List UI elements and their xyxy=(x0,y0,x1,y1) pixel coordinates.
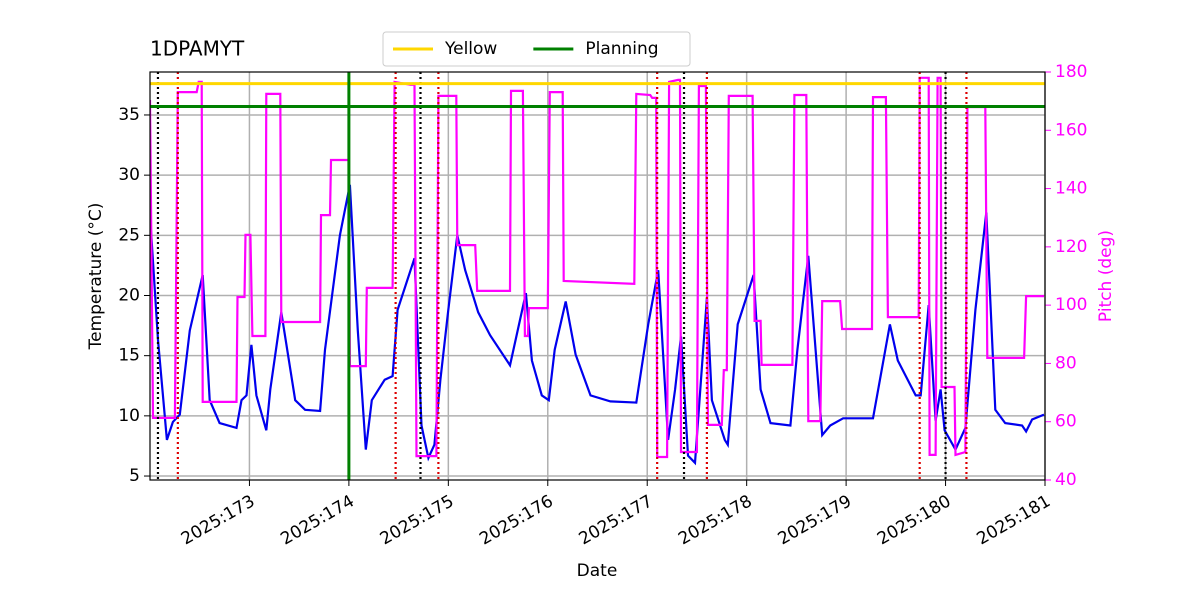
plot-layer xyxy=(150,72,1045,480)
y2-tick-label: 120 xyxy=(1055,237,1087,257)
x-tick-label: 2025:175 xyxy=(377,491,458,549)
x-tick-label: 2025:180 xyxy=(874,491,955,549)
y-tick-label: 25 xyxy=(118,225,140,245)
y-tick-label: 20 xyxy=(118,285,140,305)
y2-axis-label: Pitch (deg) xyxy=(1096,230,1116,322)
y-tick-label: 15 xyxy=(118,346,140,366)
plot-frame xyxy=(149,71,1046,481)
y2-tick-label: 80 xyxy=(1055,353,1077,373)
y-tick-label: 35 xyxy=(118,105,140,125)
x-tick-label: 2025:177 xyxy=(576,491,657,549)
y2-tick-label: 100 xyxy=(1055,295,1087,315)
y-axis-label: Temperature (°C) xyxy=(86,203,106,351)
y-tick-label: 5 xyxy=(129,466,140,486)
x-tick-label: 2025:179 xyxy=(775,491,856,549)
x-axis-label: Date xyxy=(577,561,618,581)
y2-tick-label: 40 xyxy=(1055,470,1077,490)
y-tick-label: 30 xyxy=(118,165,140,185)
y2-tick-label: 60 xyxy=(1055,412,1077,432)
x-tick-label: 2025:173 xyxy=(178,491,259,549)
y2-tick-label: 160 xyxy=(1055,120,1087,140)
y-tick-label: 10 xyxy=(118,406,140,426)
x-tick-label: 2025:174 xyxy=(277,491,358,549)
legend-label: Planning xyxy=(585,39,658,59)
series-line xyxy=(150,184,1045,466)
x-tick-label: 2025:178 xyxy=(675,491,756,549)
x-tick-label: 2025:181 xyxy=(973,491,1054,549)
y2-tick-label: 180 xyxy=(1055,62,1087,82)
chart-title: 1DPAMYT xyxy=(150,37,245,61)
y2-tick-label: 140 xyxy=(1055,179,1087,199)
series-line xyxy=(150,76,1044,459)
legend-label: Yellow xyxy=(444,39,497,59)
x-tick-label: 2025:176 xyxy=(476,491,557,549)
